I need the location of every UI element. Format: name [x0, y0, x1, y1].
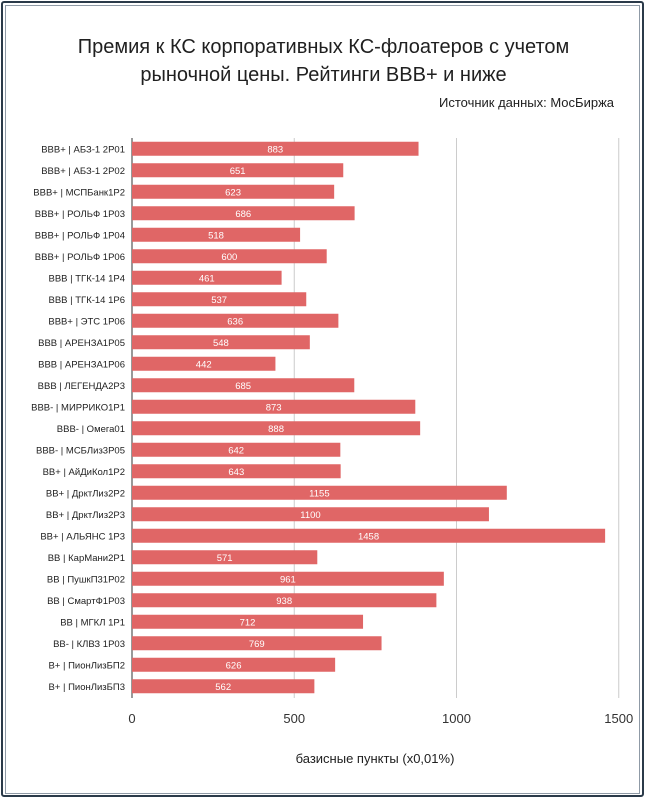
chart-title: Премия к КС корпоративных КС-флоатеров с…	[77, 36, 570, 86]
inner-frame	[5, 5, 640, 794]
bar	[132, 421, 421, 436]
bar	[132, 464, 341, 479]
value-label: 873	[266, 402, 282, 413]
category-label: B+ | ПионЛизБП3	[48, 682, 125, 693]
category-label: BBB+ | РОЛЬФ 1P03	[35, 209, 125, 220]
x-tick-label: 1500	[604, 711, 633, 726]
category-label: BBB- | МСБЛиз3P05	[36, 445, 125, 456]
category-label: BBB+ | АБЗ-1 2P02	[41, 166, 125, 177]
value-label: 938	[276, 596, 292, 607]
value-label: 1458	[358, 531, 379, 542]
bar	[132, 399, 416, 414]
bar	[132, 571, 444, 586]
bar	[132, 270, 282, 285]
value-label: 548	[213, 338, 229, 349]
value-label: 769	[249, 639, 265, 650]
bar	[132, 292, 307, 307]
bar	[132, 335, 310, 350]
value-label: 651	[230, 166, 246, 177]
category-label: BBB+ | РОЛЬФ 1P06	[35, 252, 125, 263]
category-label: BBB | ЛЕГЕНДА2P3	[38, 381, 125, 392]
value-label: 537	[211, 295, 227, 306]
category-label: BBB+ | ЭТС 1P06	[48, 316, 125, 327]
category-label: BBB | ТГК-14 1P6	[48, 295, 125, 306]
value-label: 643	[228, 467, 244, 478]
bar	[132, 206, 355, 221]
bar	[132, 227, 301, 242]
category-label: BBB | АРЕНЗА1P05	[38, 338, 125, 349]
value-label: 888	[268, 424, 284, 435]
value-label: 712	[240, 617, 256, 628]
x-tick-label: 1000	[442, 711, 471, 726]
category-label: BB+ | АйДиКол1P2	[43, 467, 125, 478]
value-label: 883	[267, 144, 283, 155]
x-tick-labels: 0 500 1000 1500	[128, 711, 633, 726]
bar	[132, 507, 489, 522]
category-label: BBB | АРЕНЗА1P06	[38, 359, 125, 370]
value-label: 642	[228, 445, 244, 456]
category-label: BB | МГКЛ 1P1	[60, 617, 125, 628]
category-label: BB | ПушкП31P02	[47, 574, 125, 585]
category-label: BBB+ | МСПБанк1P2	[33, 187, 125, 198]
grid-lines	[131, 138, 620, 698]
category-label: BB | СмартФ1P03	[47, 596, 125, 607]
bar	[132, 184, 335, 199]
value-label: 961	[280, 574, 296, 585]
category-labels: BBB+ | АБЗ-1 2P01 BBB+ | АБЗ-1 2P02 BBB+ |…	[31, 144, 125, 693]
value-label: 518	[208, 230, 224, 241]
category-label: BB+ | ДрктЛиз2P2	[46, 488, 125, 499]
bar	[132, 636, 382, 651]
value-label: 636	[227, 316, 243, 327]
bar	[132, 550, 318, 565]
bar	[132, 163, 344, 178]
category-label: BB- | КЛВЗ 1P03	[53, 639, 125, 650]
value-label: 685	[235, 381, 251, 392]
bars	[132, 141, 606, 694]
value-label: 442	[196, 359, 212, 370]
value-label: 562	[215, 682, 231, 693]
bar	[132, 528, 606, 543]
bar	[132, 378, 355, 393]
category-label: BBB+ | РОЛЬФ 1P04	[35, 230, 125, 241]
bar	[132, 593, 437, 608]
value-label: 571	[217, 553, 233, 564]
category-label: BBB- | МИРРИКО1P1	[31, 402, 125, 413]
value-label: 686	[235, 209, 251, 220]
category-label: BB+ | АЛЬЯНС 1P3	[40, 531, 125, 542]
value-label: 1155	[309, 488, 329, 499]
x-tick-label: 500	[283, 711, 305, 726]
category-label: BBB | ТГК-14 1P4	[48, 273, 125, 284]
category-label: BBB+ | АБЗ-1 2P01	[41, 144, 125, 155]
bar	[132, 679, 315, 694]
x-axis-label: базисные пункты (x0,01%)	[295, 751, 455, 766]
value-label: 600	[221, 252, 237, 263]
bar	[132, 657, 336, 672]
bar	[132, 313, 339, 328]
category-label: B+ | ПионЛизБП2	[48, 660, 125, 671]
category-label: BBB- | Омега01	[57, 424, 125, 435]
category-label: BB | КарМани2P1	[48, 553, 125, 564]
x-tick-label: 0	[128, 711, 135, 726]
value-label: 623	[225, 187, 241, 198]
bar	[132, 442, 341, 457]
bar	[132, 485, 507, 500]
value-label: 626	[226, 660, 242, 671]
bar	[132, 141, 419, 156]
data-source: Источник данных: МосБиржа	[438, 95, 614, 110]
value-label: 461	[199, 273, 215, 284]
category-label: BB+ | ДрктЛиз2P3	[46, 510, 125, 521]
bar	[132, 614, 364, 629]
bar	[132, 356, 276, 371]
bar	[132, 249, 327, 264]
value-label: 1100	[300, 510, 320, 521]
